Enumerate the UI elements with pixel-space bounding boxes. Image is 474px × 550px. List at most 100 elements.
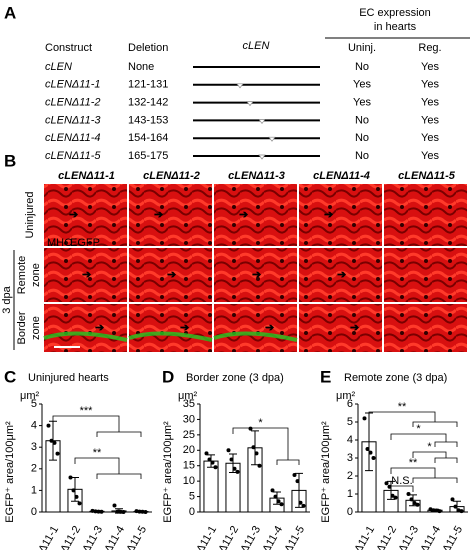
deletion: 121-131 xyxy=(128,79,168,91)
data-point xyxy=(292,472,297,477)
deletion-marker xyxy=(258,119,266,124)
significance-bracket xyxy=(390,485,414,492)
data-point xyxy=(371,456,376,460)
data-point xyxy=(415,502,420,507)
panel-label: C xyxy=(4,367,16,386)
row-label: Uninjured xyxy=(24,191,36,238)
data-point xyxy=(456,508,461,513)
y-tick-label: 25 xyxy=(183,429,195,441)
regenerating: Yes xyxy=(421,97,439,109)
regenerating: Yes xyxy=(421,132,439,144)
data-point xyxy=(428,507,433,512)
micrograph xyxy=(299,184,382,246)
column-label: cLENΔ11-2 xyxy=(143,170,200,182)
deletion: 154-164 xyxy=(128,132,168,144)
arrow: ➔ xyxy=(154,209,164,221)
significance-label: N.S. xyxy=(391,475,412,487)
x-tick-label: Δ11-4 xyxy=(418,524,443,550)
y-tick-label: 1 xyxy=(347,488,353,500)
column-label: cLENΔ11-5 xyxy=(398,170,456,182)
x-tick-label: Δ11-2 xyxy=(58,524,83,550)
data-point xyxy=(406,492,411,496)
x-tick-label: Δ11-5 xyxy=(440,524,465,550)
micrograph xyxy=(299,248,382,302)
data-point xyxy=(235,469,240,474)
y-tick-label: 30 xyxy=(183,413,195,425)
column-header: Reg. xyxy=(418,42,441,54)
x-tick-label: Δ11-2 xyxy=(374,524,399,550)
y-tick-label: 0 xyxy=(31,506,37,518)
y-axis-label: EGFP⁺ area/100μm² xyxy=(320,421,332,523)
data-point xyxy=(226,448,231,453)
data-point xyxy=(204,451,209,456)
deletion-marker xyxy=(258,154,266,160)
y-tick-label: 1 xyxy=(31,484,37,496)
x-tick-label: Δ11-1 xyxy=(194,524,219,550)
construct: cLEN xyxy=(45,61,72,73)
chart-title: Border zone (3 dpa) xyxy=(186,372,284,384)
significance-bracket xyxy=(52,415,142,437)
data-point xyxy=(450,497,455,502)
data-point xyxy=(270,488,275,493)
arrow: ➔ xyxy=(167,269,177,281)
data-point xyxy=(431,508,436,513)
arrow: ➔ xyxy=(239,209,249,221)
row-label: zone xyxy=(30,263,42,287)
x-tick-label: Δ11-3 xyxy=(396,524,421,550)
deletion: None xyxy=(128,61,154,73)
charts: C Uninjured hearts μm² EGFP⁺ area/100μm² 0 1 2… xyxy=(4,367,468,550)
data-point xyxy=(295,479,300,484)
image-grid: cLENΔ11-1 ➔ ➔ ➔ cLENΔ11-2 ➔ ➔ ➔ cLENΔ11-3 ➔ ➔ ➔ cLEN… xyxy=(1,170,467,352)
group-label: 3 dpa xyxy=(1,285,13,313)
data-point xyxy=(46,423,51,428)
data-point xyxy=(52,440,57,445)
x-tick-label: Δ11-4 xyxy=(260,524,285,550)
y-axis-label: EGFP⁺ area/100μm² xyxy=(4,421,16,523)
significance-bracket xyxy=(74,457,142,479)
construct: cLENΔ11-3 xyxy=(45,114,101,126)
uninjured: No xyxy=(355,114,369,126)
arrow: ➔ xyxy=(265,322,275,334)
arrow: ➔ xyxy=(324,209,334,221)
significance-label: * xyxy=(416,423,421,435)
chart-title: Remote zone (3 dpa) xyxy=(344,372,447,384)
micrograph xyxy=(44,248,127,302)
egfp-signal xyxy=(213,331,298,342)
data-point xyxy=(362,416,367,421)
construct: cLENΔ11-5 xyxy=(45,150,101,162)
row-label: Remote xyxy=(16,256,28,295)
column-header: Uninj. xyxy=(348,42,376,54)
column-label: cLENΔ11-3 xyxy=(228,170,285,182)
regenerating: Yes xyxy=(421,150,439,162)
y-tick-label: 3 xyxy=(347,452,353,464)
egfp-signal xyxy=(43,331,128,342)
data-point xyxy=(257,463,262,468)
column-label: cLENΔ11-4 xyxy=(313,170,370,182)
data-point xyxy=(384,481,389,486)
deletion-marker xyxy=(236,83,244,89)
data-point xyxy=(121,510,126,514)
uninjured: No xyxy=(355,150,369,162)
deletion: 165-175 xyxy=(128,150,168,162)
data-point xyxy=(412,501,417,505)
x-tick-label: Δ11-3 xyxy=(80,524,105,550)
y-tick-label: 5 xyxy=(189,490,195,502)
data-point xyxy=(49,438,54,443)
unit: μm² xyxy=(20,390,40,402)
data-point xyxy=(213,465,218,470)
data-point xyxy=(437,509,442,514)
uninjured: No xyxy=(355,132,369,144)
data-point xyxy=(273,494,278,499)
data-point xyxy=(68,475,73,480)
panel-label: B xyxy=(4,151,16,170)
data-point xyxy=(387,484,392,489)
data-point xyxy=(143,510,148,514)
panel-label: D xyxy=(162,367,174,386)
y-tick-label: 6 xyxy=(347,398,353,410)
stain-label: EGFP xyxy=(70,237,100,249)
data-point xyxy=(93,509,98,514)
arrow: ➔ xyxy=(82,269,92,281)
column-header: Construct xyxy=(45,42,92,54)
data-point xyxy=(301,503,306,508)
micrograph xyxy=(384,248,467,302)
